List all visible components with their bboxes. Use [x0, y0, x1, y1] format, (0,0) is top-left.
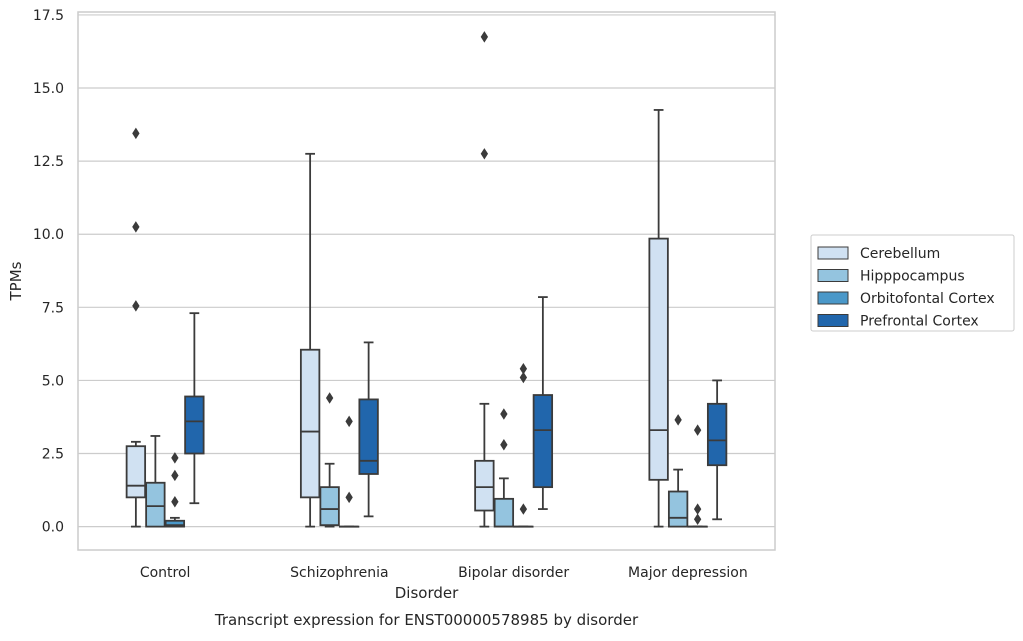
box-iqr [708, 404, 727, 465]
outlier-marker [172, 470, 178, 480]
box-iqr [475, 461, 494, 511]
legend-swatch [818, 270, 848, 282]
box-iqr [669, 492, 688, 527]
box-item [534, 297, 553, 509]
y-tick-label: 7.5 [42, 300, 64, 316]
box-item [708, 380, 727, 519]
box-iqr [185, 396, 204, 453]
y-tick-label: 17.5 [33, 8, 64, 24]
box-item [649, 110, 668, 527]
series-prefrontal-cortex [185, 297, 726, 519]
outlier-marker [346, 416, 352, 426]
outlier-marker [326, 393, 332, 403]
legend-swatch [818, 315, 848, 327]
x-tick-label: Schizophrenia [290, 565, 388, 581]
y-tick-label: 15.0 [33, 81, 64, 97]
plot-frame [78, 12, 775, 550]
legend-label: Prefrontal Cortex [860, 314, 979, 330]
box-iqr [359, 399, 378, 474]
series-orbitofontal-cortex [166, 364, 707, 527]
outlier-marker [675, 415, 681, 425]
series-hipppocampus [146, 393, 687, 527]
outlier-marker [346, 492, 352, 502]
grid-lines [78, 15, 775, 527]
outlier-marker [501, 409, 507, 419]
box-iqr [495, 499, 514, 527]
x-axis-label: Disorder [395, 584, 459, 602]
legend: Cerebellum Hipppocampus Orbitofontal Corte… [811, 235, 1014, 331]
y-tick-label: 2.5 [42, 447, 64, 463]
box-item [146, 436, 165, 527]
box-iqr [127, 446, 146, 497]
box-iqr [146, 483, 165, 527]
outlier-marker [133, 222, 139, 232]
outlier-marker [501, 440, 507, 450]
outlier-marker [694, 425, 700, 435]
box-iqr [301, 350, 320, 498]
box-item [475, 32, 494, 527]
series-cerebellum [127, 32, 668, 527]
legend-label: Hipppocampus [860, 269, 965, 285]
box-iqr [649, 239, 668, 480]
outlier-marker [481, 149, 487, 159]
x-tick-label: Bipolar disorder [458, 565, 569, 581]
legend-label: Cerebellum [860, 246, 940, 262]
outlier-marker [481, 32, 487, 42]
box-iqr [320, 487, 339, 525]
outlier-marker [694, 514, 700, 524]
box-item [359, 342, 378, 516]
outlier-marker [133, 301, 139, 311]
y-tick-label: 12.5 [33, 154, 64, 170]
box-iqr [534, 395, 553, 487]
x-tick-label: Major depression [628, 565, 748, 581]
y-axis-label: TPMs [7, 261, 25, 301]
box-item [340, 416, 359, 526]
x-tick-label: Control [140, 565, 191, 581]
box-item [320, 393, 339, 527]
y-tick-label: 0.0 [42, 520, 64, 536]
x-tick-labels: Control Schizophrenia Bipolar disorder Majo… [140, 565, 748, 581]
outlier-marker [172, 497, 178, 507]
legend-swatch [818, 247, 848, 259]
outlier-marker [520, 364, 526, 374]
box-plot-series [127, 32, 727, 527]
outlier-marker [133, 128, 139, 138]
y-tick-label: 10.0 [33, 227, 64, 243]
box-item [127, 128, 146, 526]
legend-label: Orbitofontal Cortex [860, 291, 995, 307]
y-tick-label: 5.0 [42, 373, 64, 389]
box-item [185, 313, 204, 503]
legend-swatch [818, 292, 848, 304]
box-item [166, 453, 185, 527]
outlier-marker [172, 453, 178, 463]
box-item [514, 364, 533, 527]
outlier-marker [520, 504, 526, 514]
outlier-marker [694, 504, 700, 514]
box-item [669, 415, 688, 527]
y-tick-labels: 0.0 2.5 5.0 7.5 10.0 12.5 15.0 17.5 [33, 8, 64, 536]
box-item [688, 425, 707, 527]
chart-caption: Transcript expression for ENST0000057898… [214, 611, 639, 629]
box-item [495, 409, 514, 527]
box-item [301, 154, 320, 527]
